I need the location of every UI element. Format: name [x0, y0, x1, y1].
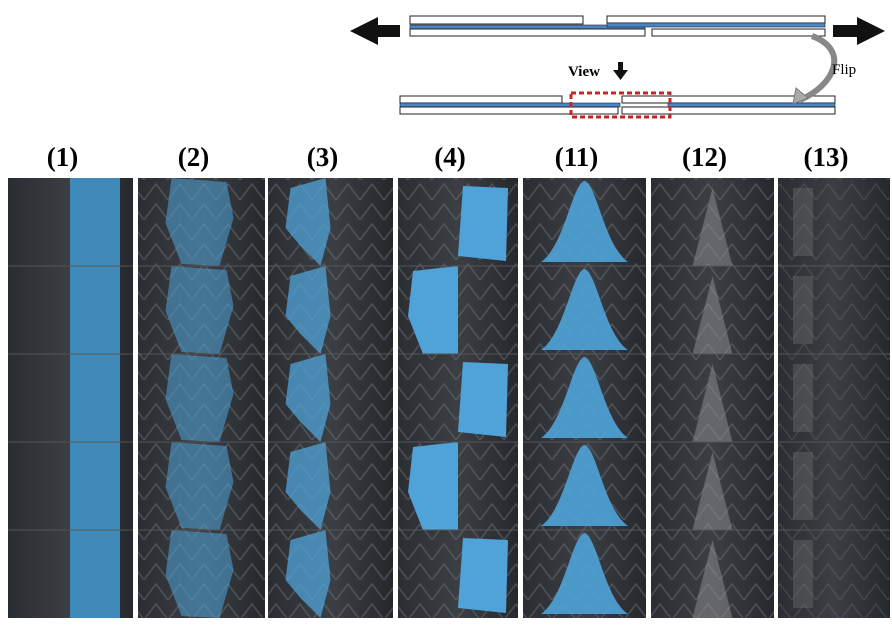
panels: (1) (2) (3) (4) (11) (12) (13) [8, 142, 890, 618]
panel [268, 178, 393, 618]
panel [398, 178, 518, 618]
adherend [400, 96, 562, 103]
panel [778, 178, 890, 618]
figure: View Flip (1) (2) (3) (4) (11) (12) (13) [0, 0, 892, 628]
fracture [793, 540, 813, 608]
adherend [607, 16, 825, 23]
fracture [793, 452, 813, 520]
adherend [652, 29, 825, 36]
right-arrow [833, 17, 885, 45]
panel-label: (4) [434, 142, 465, 172]
panel-label: (2) [178, 142, 209, 172]
adhesive [668, 103, 835, 107]
adhesive [607, 23, 825, 27]
fracture [793, 276, 813, 344]
adhesive [458, 186, 508, 261]
adhesive [458, 362, 508, 437]
schematic: View Flip [350, 16, 885, 117]
adherend [410, 16, 583, 24]
panel-label: (1) [47, 142, 78, 172]
panel [138, 178, 265, 618]
fracture [793, 188, 813, 256]
fracture [793, 364, 813, 432]
adhesive [458, 538, 508, 613]
adherend [400, 107, 618, 114]
panel [523, 178, 646, 618]
adherend [410, 29, 645, 36]
panel-label: (12) [682, 142, 727, 172]
panel [651, 178, 774, 618]
panel-label: (13) [804, 142, 849, 172]
flip-label: Flip [832, 62, 856, 78]
adhesive [400, 103, 620, 107]
left-arrow [350, 17, 400, 45]
adherend [622, 107, 835, 114]
view-arrow [613, 62, 628, 80]
view-label: View [568, 64, 600, 80]
panel-label: (3) [307, 142, 338, 172]
panel-label: (11) [555, 142, 599, 172]
flip-arrow [800, 36, 834, 100]
panel [8, 178, 133, 618]
adhesive [70, 178, 120, 618]
